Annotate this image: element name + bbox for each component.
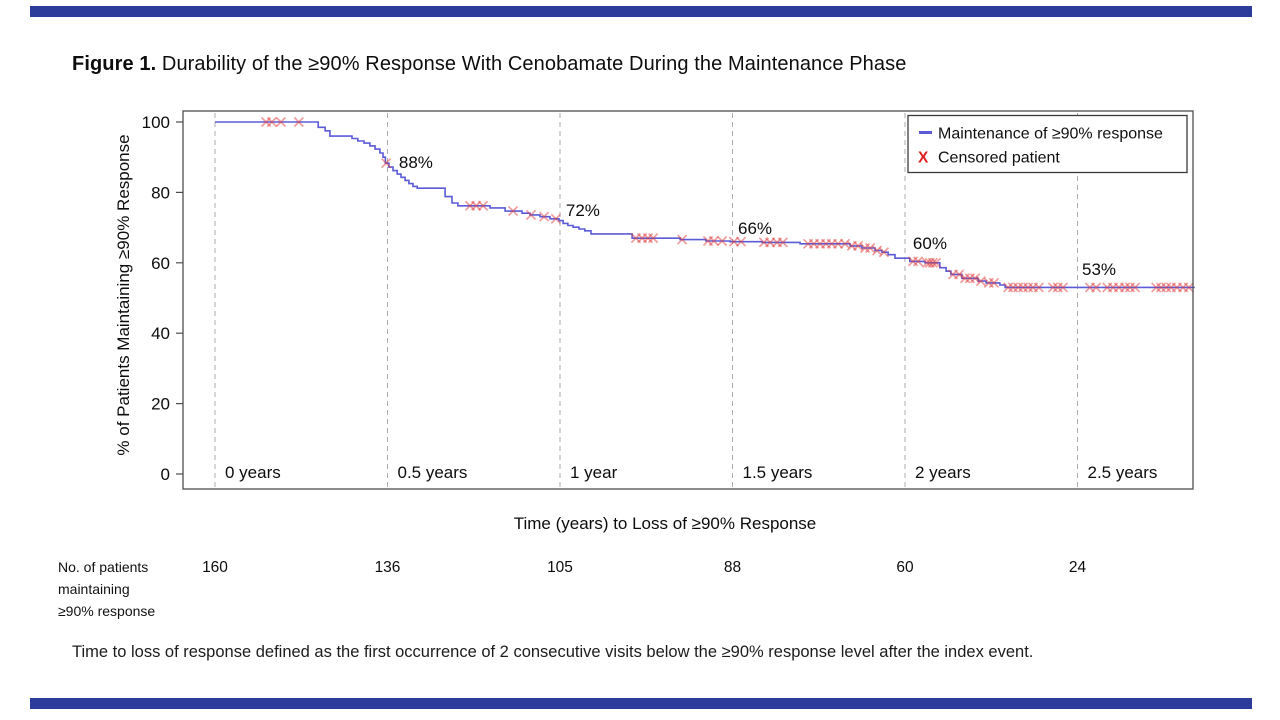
annotation-53: 53% [1082,260,1116,279]
figure-title-prefix: Figure 1. [72,53,157,75]
censor-mark [736,236,747,247]
y-tick-label: 40 [151,324,170,343]
annotation-60: 60% [913,234,947,253]
risk-count: 160 [202,559,228,576]
footnote-text: Time to loss of response defined as the … [72,643,1034,661]
legend-item-maintenance: Maintenance of ≥90% response [938,126,1163,143]
censor-mark [954,269,965,280]
annotation-66: 66% [738,219,772,238]
censor-mark [648,233,659,244]
y-axis-title: % of Patients Maintaining ≥90% Response [114,134,133,455]
risk-table-label-line1: No. of patients [58,559,149,575]
censor-mark [477,200,489,211]
x-axis-title: Time (years) to Loss of ≥90% Response [514,514,817,533]
censor-mark [539,211,550,222]
risk-count: 60 [896,559,914,576]
x-year-label: 2 years [915,463,971,482]
risk-table-label-line2: maintaining [58,581,130,597]
censor-mark [717,235,728,247]
censor-mark [507,205,519,217]
x-year-label: 1.5 years [743,463,813,482]
censor-mark [1130,282,1141,293]
risk-count: 105 [547,559,573,576]
censor-mark [381,158,392,169]
censor-mark [1057,282,1069,293]
legend-box: Maintenance of ≥90% response X Censored … [907,114,1188,174]
figure-title-text: Durability of the ≥90% Response With Cen… [156,53,907,75]
accent-bar-bottom [30,698,1252,709]
censor-mark [969,273,981,284]
censor-mark [293,116,304,128]
legend-item-censored: Censored patient [938,150,1060,167]
censor-mark [1183,282,1195,293]
censor-mark [275,116,286,128]
risk-table-label: No. of patients maintaining ≥90% respons… [58,556,155,622]
risk-count: 136 [375,559,401,576]
km-curve [215,121,1195,289]
censor-mark [927,257,939,268]
y-tick-label: 60 [151,254,170,273]
censor-mark [550,213,561,224]
x-year-label: 2.5 years [1088,463,1158,482]
risk-table-label-line3: ≥90% response [58,603,156,619]
plot-frame [182,110,1194,490]
figure-title: Figure 1. Durability of the ≥90% Respons… [72,53,906,76]
censor-mark [878,247,890,258]
accent-bar-top [30,6,1252,17]
x-year-label: 0.5 years [398,463,468,482]
x-year-label: 0 years [225,463,281,482]
censor-mark [777,237,788,248]
legend-border [907,114,1188,174]
censor-mark [1033,282,1044,293]
x-year-label: 1 year [570,463,618,482]
censor-mark [1091,282,1102,293]
y-tick-label: 80 [151,183,170,202]
y-tick-label: 0 [161,465,170,484]
risk-count: 24 [1069,559,1087,576]
censor-mark [677,234,688,245]
y-tick-label: 100 [142,113,170,132]
censor-mark [852,240,864,252]
censor-mark [839,238,851,249]
annotation-88: 88% [399,153,433,172]
legend-x-icon: X [918,150,929,167]
censor-mark [975,276,987,287]
annotation-72: 72% [566,201,600,220]
censor-mark [913,256,924,267]
censor-mark [988,277,1000,288]
censor-mark [865,242,876,254]
censor-mark [728,236,739,247]
censor-mark [708,235,719,247]
censor-mark [930,257,942,268]
y-tick-label: 20 [151,395,170,414]
censor-mark [266,116,278,128]
censor-mark [525,209,537,221]
risk-count: 88 [724,559,741,576]
